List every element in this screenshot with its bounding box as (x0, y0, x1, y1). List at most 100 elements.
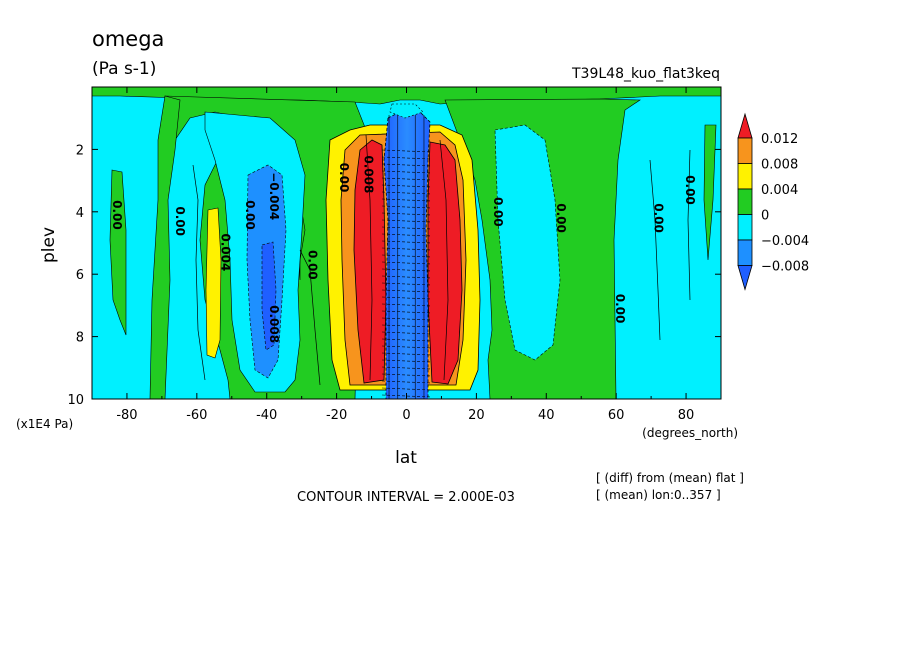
contour-label: 0.00 (173, 206, 187, 236)
contour-label: 0.00 (652, 203, 666, 233)
contour-tick (382, 149, 431, 153)
field-region-yellow-sh (205, 207, 222, 359)
contour-tick (382, 289, 431, 293)
chart-units: (Pa s-1) (92, 59, 156, 79)
x-tick-label: -60 (186, 408, 207, 423)
contour-tick (382, 366, 431, 370)
contour-label: 0.008 (362, 155, 376, 193)
y-tick-label: 8 (76, 331, 84, 346)
contour-tick (382, 163, 431, 167)
contour-interval-text: CONTOUR INTERVAL = 2.000E-03 (297, 490, 515, 505)
run-label: T39L48_kuo_flat3keq (571, 66, 720, 82)
y-axis-label: plev (39, 227, 59, 263)
colorbar-segment (737, 239, 753, 266)
contour-label: 0.00 (554, 203, 568, 233)
contour-tick (382, 205, 431, 209)
contour-tick (382, 240, 431, 244)
colorbar-label: 0.008 (761, 158, 798, 173)
field-region-red-west (353, 139, 387, 384)
contour-line (299, 249, 321, 386)
colorbar-segment (737, 265, 753, 291)
contour-tick (382, 387, 431, 391)
colorbar-label: −0.008 (761, 260, 809, 275)
contour-tick (382, 198, 431, 202)
x-tick-label: -40 (256, 408, 277, 423)
colorbar-segment (737, 137, 753, 164)
contour-tick (382, 310, 431, 314)
contour-tick (382, 184, 431, 188)
contour-tick (382, 226, 431, 230)
chart-title: omega (92, 27, 164, 51)
contour-tick (382, 345, 431, 349)
contour-label: 0.00 (110, 200, 124, 230)
contour-tick (382, 170, 431, 174)
x-tick-label: 60 (608, 408, 625, 423)
contour-tick (382, 380, 431, 384)
contour-label: −0.004 (267, 172, 281, 220)
field-region-green-sh-edge (109, 169, 127, 336)
field-region-deepblue-sh (261, 241, 277, 351)
y-tick-label: 6 (76, 268, 84, 283)
contour-tick (382, 338, 431, 342)
x-tick-label: 40 (538, 408, 555, 423)
contour-tick (382, 303, 431, 307)
contour-label: 0.00 (243, 200, 257, 230)
contour-line (192, 164, 206, 381)
x-tick-label: 0 (402, 408, 410, 423)
contour-tick (382, 261, 431, 265)
colorbar-segment (737, 163, 753, 190)
y-units-label: (x1E4 Pa) (16, 417, 73, 431)
field-region-red-east (427, 141, 463, 385)
contour-tick (382, 352, 431, 356)
colorbar-label: 0.012 (761, 132, 798, 147)
contour-lines (192, 134, 691, 386)
colorbar: 0.012 0.008 0.004 0 −0.004 −0.008 (737, 112, 809, 291)
equatorial-contour-ladder (382, 115, 431, 399)
colorbar-segment (737, 188, 753, 215)
colorbar-segment (737, 112, 753, 139)
contour-tick (382, 324, 431, 328)
contour-tick (382, 233, 431, 237)
contour-tick (382, 254, 431, 258)
x-tick-label: -20 (326, 408, 347, 423)
colorbar-label: −0.004 (761, 234, 809, 249)
contour-label: 0.00 (683, 175, 697, 205)
x-axis-label: lat (395, 448, 417, 468)
y-axis: 2 4 6 8 10 (67, 143, 721, 408)
y-tick-label: 10 (67, 393, 84, 408)
contour-label: 0.00 (337, 163, 351, 193)
note-line-2: [ (mean) lon:0..357 ] (596, 488, 721, 502)
contour-tick (382, 156, 431, 160)
contour-line (687, 149, 691, 301)
y-tick-label: 4 (76, 206, 84, 221)
field-region-cyan-nh (494, 124, 561, 361)
x-tick-label: -80 (116, 408, 137, 423)
contour-tick (382, 268, 431, 272)
contour-tick (382, 359, 431, 363)
x-tick-label: 20 (468, 408, 485, 423)
plot-area (92, 87, 721, 399)
colorbar-segment (737, 214, 753, 241)
contour-tick (382, 177, 431, 181)
contour-label: 0.00 (306, 250, 320, 280)
contour-line (365, 134, 373, 381)
contour-line (439, 139, 449, 381)
contour-label: 0.00 (613, 294, 627, 324)
field-region-green-nh-edge (703, 124, 717, 261)
contour-label-layer: 0.00 0.00 0.004 0.00 −0.004 0.008 0.00 0.00 0.00… (110, 155, 697, 343)
contour-label: 0.00 (491, 197, 505, 227)
note-line-1: [ (diff) from (mean) flat ] (596, 471, 744, 485)
contour-tick (382, 191, 431, 195)
field-region-green-sh-inner (149, 95, 181, 399)
contour-line (649, 159, 661, 341)
y-tick-label: 2 (76, 143, 84, 158)
contour-tick (382, 331, 431, 335)
contour-tick (382, 373, 431, 377)
contour-tick (382, 247, 431, 251)
contour-tick (382, 212, 431, 216)
contour-tick (382, 219, 431, 223)
contour-tick (382, 317, 431, 321)
field-region-blue-eq (383, 111, 431, 399)
